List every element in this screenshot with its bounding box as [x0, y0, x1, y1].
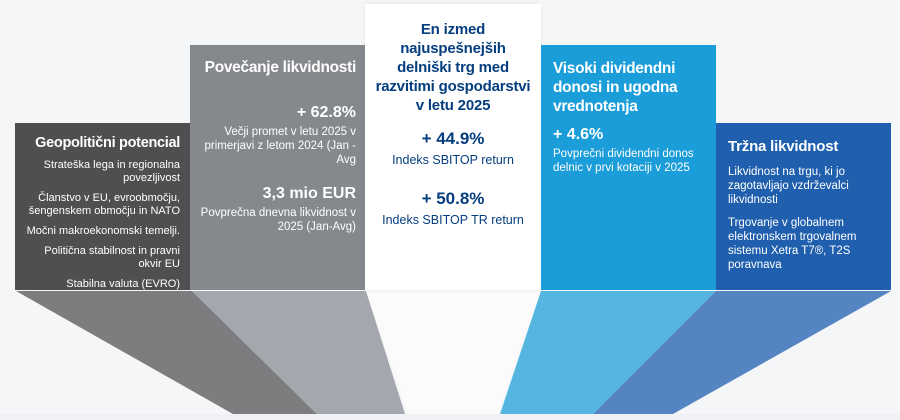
stat-sbitop-return-desc: Indeks SBITOP return	[392, 153, 514, 167]
panel-dividend-yields: Visoki dividendni donosi in ugodna vredn…	[541, 45, 716, 290]
panel-geopolitical-title: Geopolitični potencial	[35, 135, 180, 151]
stat-turnover-growth-value: + 62.8%	[296, 104, 356, 121]
stat-dividend-yield: + 4.6% Povprečni dividendni donos delnic…	[553, 125, 706, 175]
stat-sbitop-tr-return-desc: Indeks SBITOP TR return	[382, 213, 524, 227]
stat-sbitop-tr-return: + 50.8% Indeks SBITOP TR return	[375, 188, 531, 228]
panel-top-performing-market: En izmed najuspešnejših delniški trg med…	[365, 4, 541, 290]
stat-turnover-growth: + 62.8% Večji promet v letu 2025 v prime…	[198, 103, 356, 167]
funnel-beam-liquidity-growth	[192, 291, 405, 414]
panel-liquidity-growth: Povečanje likvidnosti + 62.8% Večji prom…	[190, 45, 366, 290]
stat-daily-liquidity-value: 3,3 mio EUR	[262, 185, 356, 202]
funnel-beam-dividends	[500, 291, 716, 414]
stat-sbitop-tr-return-value: + 50.8%	[421, 189, 485, 208]
funnel-beam-top-market	[366, 291, 541, 414]
market-liquidity-item-xetra: Trgovanje v globalnem elektronskem trgov…	[728, 217, 857, 271]
stat-dividend-yield-desc: Povprečni dividendni donos delnic v prvi…	[553, 148, 694, 174]
funnel-beam-market-liquidity	[593, 291, 891, 414]
geopolitical-item-eu-membership: Članstvo v EU, evroobmočju, šengenskem o…	[28, 192, 180, 217]
panel-dividend-yields-title: Visoki dividendni donosi in ugodna vredn…	[553, 60, 678, 115]
panel-geopolitical-potential: Geopolitični potencial Strateška lega in…	[15, 123, 190, 290]
stat-daily-liquidity: 3,3 mio EUR Povprečna dnevna likvidnost …	[198, 184, 356, 234]
bottom-strip	[0, 414, 900, 420]
geopolitical-item-strategic-location: Strateška lega in regionalna povezljivos…	[43, 159, 180, 184]
geopolitical-item-stable-currency: Stabilna valuta (EVRO)	[66, 278, 180, 290]
panel-liquidity-growth-title: Povečanje likvidnosti	[204, 59, 357, 76]
stat-turnover-growth-desc: Večji promet v letu 2025 v primerjavi z …	[204, 126, 356, 166]
panel-market-liquidity: Tržna likvidnost Likvidnost na trgu, ki …	[716, 123, 891, 290]
market-liquidity-item-market-makers: Likvidnost na trgu, ki jo zagotavljajo v…	[728, 166, 849, 206]
stat-dividend-yield-value: + 4.6%	[553, 126, 604, 143]
stat-sbitop-return: + 44.9% Indeks SBITOP return	[375, 128, 531, 168]
geopolitical-item-macro-fundamentals: Močni makroekonomski temelji.	[26, 225, 180, 237]
panel-top-performing-market-title: En izmed najuspešnejših delniški trg med…	[375, 21, 531, 114]
geopolitical-item-political-stability: Politična stabilnost in pravni okvir EU	[44, 245, 180, 270]
panel-market-liquidity-title: Tržna likvidnost	[728, 138, 839, 155]
stat-daily-liquidity-desc: Povprečna dnevna likvidnost v 2025 (Jan-…	[200, 207, 356, 233]
funnel-beam-geopolitical	[16, 291, 317, 414]
stat-sbitop-return-value: + 44.9%	[421, 129, 485, 148]
